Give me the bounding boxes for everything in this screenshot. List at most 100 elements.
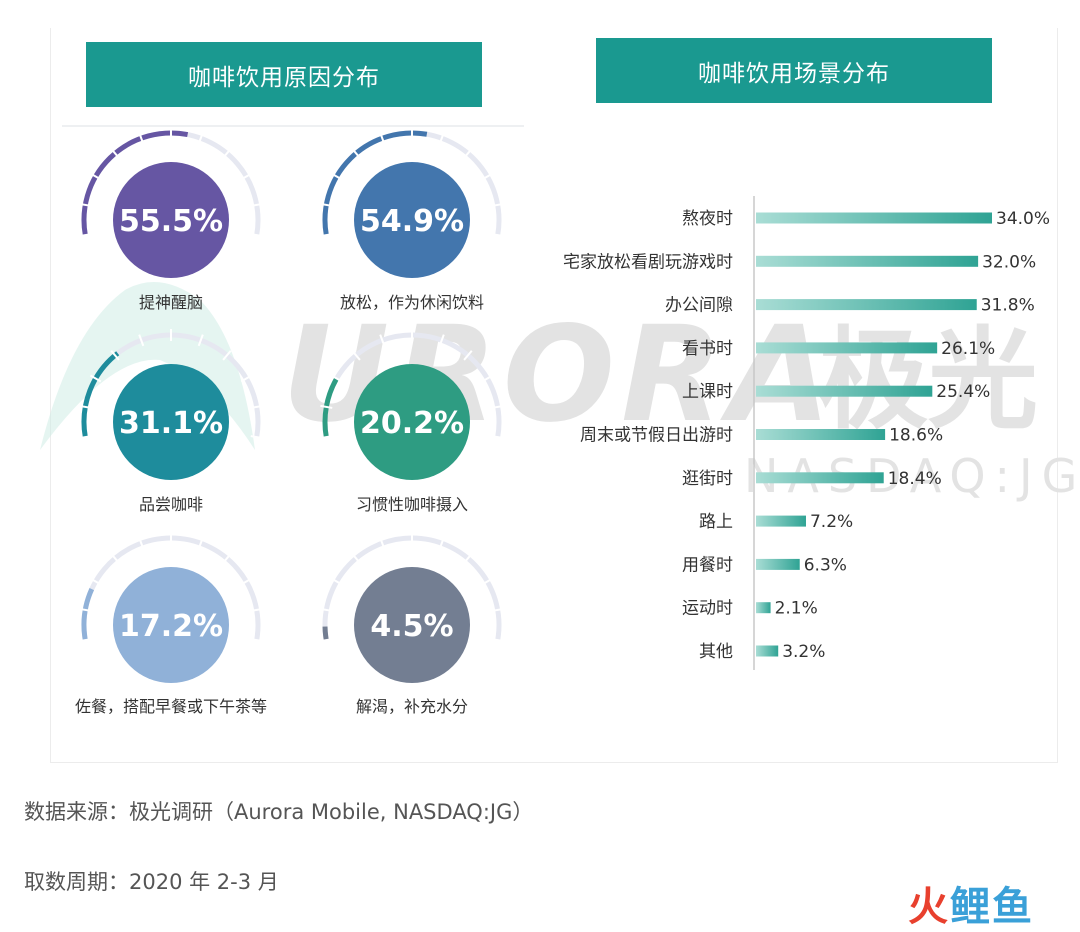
gauge-tick xyxy=(138,334,145,347)
gauge-tick xyxy=(110,350,120,361)
gauge-tick xyxy=(89,172,102,181)
gauge-tick xyxy=(79,435,92,440)
left-chart-title: 咖啡饮用原因分布 xyxy=(86,42,482,107)
gauge-tick xyxy=(250,435,263,440)
gauge-tick xyxy=(330,577,343,586)
gauge-tick xyxy=(240,374,253,383)
bar-category-label: 上课时 xyxy=(682,382,733,402)
gauge-tick xyxy=(197,537,204,550)
gauge-tick xyxy=(330,374,343,383)
gauge-tick xyxy=(463,553,473,564)
bar-value-label: 7.2% xyxy=(810,512,853,532)
bar xyxy=(756,515,806,527)
gauge-circle xyxy=(354,567,470,683)
bar xyxy=(756,472,884,484)
gauge-tick xyxy=(351,350,361,361)
gauge-tick xyxy=(79,638,92,643)
gauge-circle xyxy=(113,364,229,480)
period-note: 取数周期：2020 年 2-3 月 xyxy=(24,870,279,894)
gauge-value-arc xyxy=(81,130,189,236)
gauge-item: 20.2% 习惯性咖啡摄入 xyxy=(320,329,504,514)
gauge-item: 4.5% 解渴，补充水分 xyxy=(320,532,504,716)
bar xyxy=(756,255,979,267)
gauge-tick xyxy=(197,132,204,145)
gauge-category-label: 解渴，补充水分 xyxy=(356,697,468,716)
gauge-item: 55.5% 提神醒脑 xyxy=(79,127,263,312)
gauge-tick xyxy=(351,553,361,564)
bar-category-label: 其他 xyxy=(699,642,733,662)
gauge-tick xyxy=(79,202,92,207)
gauge-circle xyxy=(354,162,470,278)
gauge-tick xyxy=(463,350,473,361)
bar xyxy=(756,385,933,397)
gauge-tick xyxy=(463,148,473,159)
gauge-tick xyxy=(320,404,333,409)
logo-char-2: 鲤 xyxy=(950,884,992,930)
gauge-tick xyxy=(222,350,232,361)
gauge-circle xyxy=(113,567,229,683)
right-chart-title: 咖啡饮用场景分布 xyxy=(596,38,992,103)
gauge-tick xyxy=(79,607,92,612)
gauge-tick xyxy=(491,202,504,207)
gauge-category-label: 品尝咖啡 xyxy=(139,495,203,514)
bar-value-label: 31.8% xyxy=(981,296,1035,316)
gauge-tick xyxy=(222,148,232,159)
gauge-tick xyxy=(438,537,445,550)
gauge-tick xyxy=(379,334,386,347)
gauge-tick xyxy=(438,334,445,347)
gauge-tick xyxy=(481,577,494,586)
bar xyxy=(756,645,779,657)
gauge-value-label: 4.5% xyxy=(370,609,453,644)
gauge-tick xyxy=(491,435,504,440)
bar-value-label: 26.1% xyxy=(941,339,995,359)
bar-value-label: 18.6% xyxy=(889,426,943,446)
gauge-tick xyxy=(491,638,504,643)
gauge-value-arc xyxy=(81,588,95,641)
bar xyxy=(756,429,886,440)
gauge-value-label: 31.1% xyxy=(119,406,223,441)
bar-category-label: 逛街时 xyxy=(682,469,733,489)
gauge-circle xyxy=(354,364,470,480)
bar-value-label: 32.0% xyxy=(982,252,1036,272)
logo-char-1: 火 xyxy=(908,884,950,930)
gauge-tick xyxy=(89,577,102,586)
gauge-tick xyxy=(89,374,102,383)
gauge-tick xyxy=(320,233,333,238)
bar xyxy=(756,299,977,311)
gauge-tick xyxy=(351,148,361,159)
gauge-category-label: 放松，作为休闲饮料 xyxy=(340,293,484,312)
gauge-tick xyxy=(250,607,263,612)
gauge-tick xyxy=(320,638,333,643)
bar-category-label: 周末或节假日出游时 xyxy=(580,426,733,446)
bar xyxy=(756,558,800,570)
gauge-tick xyxy=(250,638,263,643)
gauge-tick xyxy=(379,132,386,145)
gauge-tick xyxy=(491,233,504,238)
gauge-tick xyxy=(250,202,263,207)
gauge-tick xyxy=(240,577,253,586)
gauge-tick xyxy=(240,172,253,181)
gauge-value-arc xyxy=(81,351,120,438)
gauge-tick xyxy=(79,404,92,409)
gauge-tick xyxy=(491,607,504,612)
bar-value-label: 6.3% xyxy=(804,555,847,575)
bar-category-label: 路上 xyxy=(699,512,733,532)
gauge-item: 54.9% 放松，作为休闲饮料 xyxy=(320,127,504,312)
gauge-tick xyxy=(379,537,386,550)
gauge-circle xyxy=(113,162,229,278)
source-note: 数据来源：极光调研（Aurora Mobile, NASDAQ:JG） xyxy=(24,800,534,824)
gauge-category-label: 习惯性咖啡摄入 xyxy=(356,495,468,514)
gauge-value-label: 17.2% xyxy=(119,609,223,644)
gauge-tick xyxy=(481,172,494,181)
bar-category-label: 办公间隙 xyxy=(665,296,733,316)
gauge-tick xyxy=(491,404,504,409)
bar xyxy=(756,602,771,614)
bar-value-label: 3.2% xyxy=(782,642,825,662)
site-logo: 火鲤鱼 xyxy=(908,874,1034,932)
gauge-value-label: 54.9% xyxy=(360,204,464,239)
gauge-tick xyxy=(222,553,232,564)
bar xyxy=(756,342,938,354)
gauge-value-label: 55.5% xyxy=(119,204,223,239)
